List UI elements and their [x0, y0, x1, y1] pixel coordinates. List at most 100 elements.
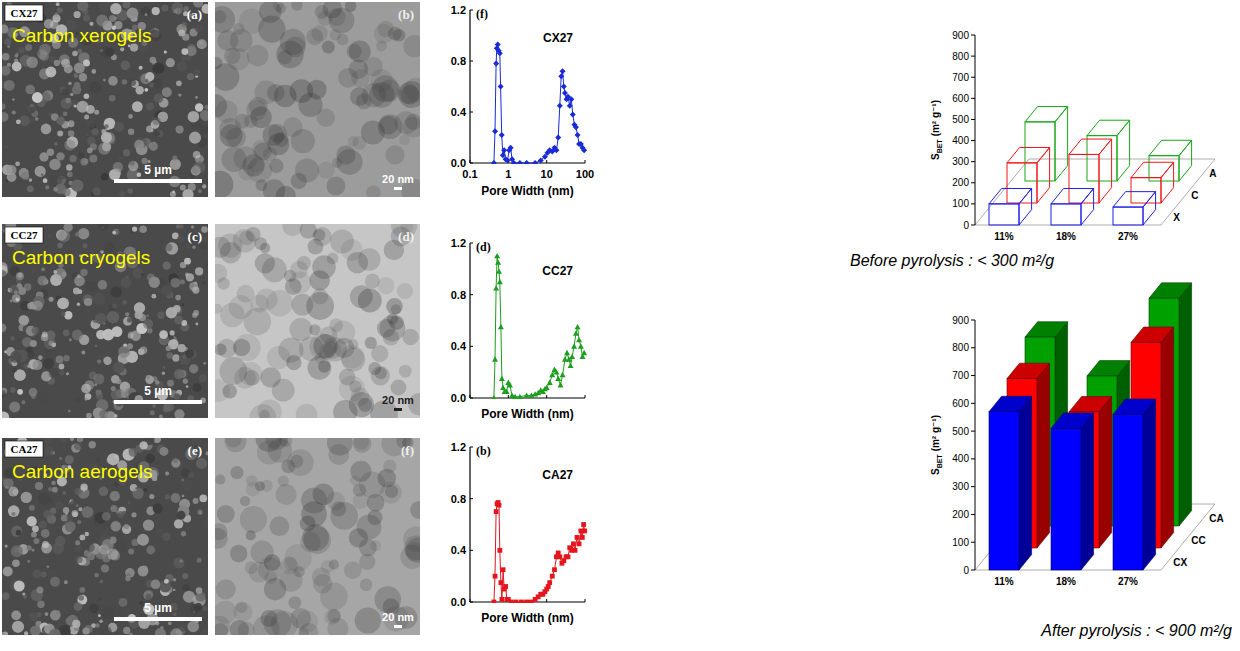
data-point: [553, 369, 559, 374]
sem-texture: [98, 597, 102, 601]
sem-texture: [144, 88, 148, 92]
sem-texture: [128, 188, 134, 194]
tem-texture: [215, 475, 225, 485]
tem-texture: [289, 318, 312, 341]
tem-texture: [267, 346, 290, 369]
sem-texture: [137, 534, 149, 546]
y-tick-label: 0: [963, 565, 969, 576]
data-point: [576, 337, 582, 342]
tem-texture: [309, 333, 335, 359]
sem-texture: [145, 594, 151, 600]
sem-texture: [139, 601, 143, 605]
x-tick-label: 10: [541, 168, 553, 180]
sem-texture: [26, 57, 38, 69]
data-point: [553, 147, 559, 153]
sem-texture: [63, 507, 69, 513]
tem-texture: [327, 177, 346, 196]
sem-texture: [21, 492, 32, 503]
bar-side: [1019, 188, 1032, 225]
sem-texture: [154, 94, 164, 104]
sem-texture: [5, 180, 8, 183]
sem-texture: [129, 160, 135, 166]
sem-texture: [74, 442, 83, 451]
sem-image: [2, 2, 208, 197]
sem-texture: [129, 633, 133, 636]
sem-texture: [42, 541, 49, 548]
sem-texture: [94, 522, 99, 527]
tem-texture: [261, 480, 273, 492]
sem-texture: [105, 411, 115, 418]
sem-texture: [19, 115, 30, 126]
sem-texture: [29, 505, 35, 511]
sem-texture: [94, 110, 99, 115]
tem-texture: [273, 2, 284, 11]
data-point: [511, 160, 517, 164]
bar-top: [1113, 399, 1156, 414]
sem-texture: [70, 438, 74, 441]
sem-texture: [150, 57, 157, 64]
sem-texture: [165, 472, 169, 476]
sem-texture: [32, 360, 42, 370]
tem-texture: [364, 57, 383, 76]
sem-texture: [89, 516, 92, 519]
sem-texture: [193, 383, 202, 392]
bar-top: [1087, 361, 1130, 376]
sem-texture: [71, 99, 77, 105]
sem-texture: [146, 314, 149, 317]
sem-texture: [29, 178, 33, 182]
y-axis-title: SBET(m² g⁻¹): [930, 415, 943, 475]
sem-texture: [200, 125, 208, 134]
sem-texture: [166, 307, 177, 318]
tem-texture: [403, 35, 420, 57]
sem-texture: [196, 323, 199, 326]
sem-texture: [93, 374, 104, 385]
sem-texture: [187, 73, 194, 80]
sem-texture: [122, 79, 128, 85]
sem-texture: [176, 126, 184, 134]
sem-texture: [24, 631, 28, 635]
sem-texture: [105, 48, 114, 57]
sem-texture: [108, 76, 118, 86]
sem-texture: [87, 120, 96, 129]
sem-texture: [119, 598, 128, 607]
bar: [1025, 106, 1068, 181]
sem-texture: [164, 579, 169, 584]
sem-texture: [111, 286, 122, 297]
category-label: 18%: [1056, 576, 1076, 587]
data-point: [560, 372, 566, 377]
tem-texture: [300, 532, 320, 552]
y-tick-label: 200: [952, 177, 969, 188]
bar-front: [1113, 207, 1143, 225]
bar-top: [1007, 147, 1050, 162]
panel-letter: (f): [401, 443, 414, 458]
sem-texture: [152, 404, 156, 408]
tem-texture: [368, 362, 381, 375]
sem-texture: [188, 472, 194, 478]
data-point: [547, 580, 552, 585]
sem-texture: [27, 560, 30, 563]
data-point: [558, 73, 564, 79]
y-tick-label: 600: [952, 398, 969, 409]
data-point: [573, 330, 579, 335]
sem-texture: [65, 521, 76, 532]
sem-texture: [206, 451, 209, 455]
scale-bar: [394, 408, 402, 411]
y-tick: [971, 98, 975, 99]
sem-texture: [122, 2, 130, 9]
sem-texture: [135, 311, 143, 319]
sem-texture: [180, 280, 185, 285]
sem-texture: [149, 83, 154, 88]
sem-texture: [146, 546, 155, 555]
sem-texture: [5, 545, 8, 548]
series-line: [494, 44, 584, 163]
y-tick-label: 800: [952, 342, 969, 353]
y-axis: [469, 10, 470, 163]
sem-texture: [149, 142, 158, 151]
sem-texture: [202, 606, 207, 611]
data-point: [573, 124, 579, 130]
data-point: [491, 160, 497, 164]
data-point: [495, 259, 501, 264]
sem-texture: [91, 128, 99, 136]
sem-texture: [16, 272, 24, 280]
sem-texture: [110, 491, 120, 501]
